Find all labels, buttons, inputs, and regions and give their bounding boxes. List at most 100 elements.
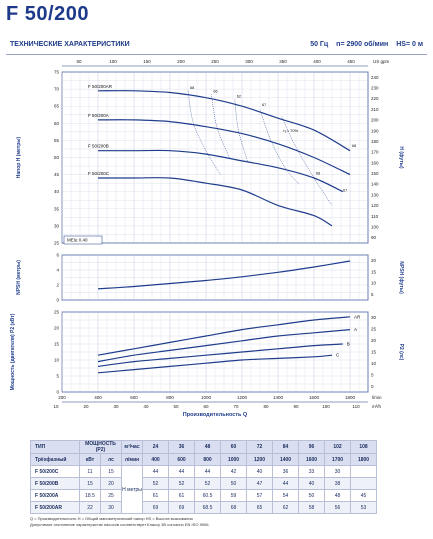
m3h-tick-label: 40 xyxy=(143,404,149,409)
table-header-row-2: Трёхфазный кВт лс л/мин 400 600 800 1000… xyxy=(30,453,377,466)
y2-tick-label: 0 xyxy=(371,384,374,389)
operating-conditions: 50 Гц n= 2900 об/мин HS= 0 м xyxy=(304,41,423,48)
hp-cell: 15 xyxy=(100,465,122,478)
col-power: МОЩНОСТЬ (P2) xyxy=(79,440,122,454)
y2-tick-label: 10 xyxy=(371,281,377,286)
h-cell: 40 xyxy=(246,465,273,478)
table-row-b: F 50/200B 15 20 52 52 52 50 47 44 40 38 xyxy=(30,477,377,490)
m3h-tick-label: 10 xyxy=(53,404,59,409)
q-lmin-cell: 1000 xyxy=(220,453,247,466)
y2-tick-label: 5 xyxy=(371,292,374,297)
series-label: F 50/200AR xyxy=(88,84,113,89)
y-tick-label: 25 xyxy=(54,310,60,315)
y-tick-label: 45 xyxy=(54,172,60,177)
x-axis-unit: l/min xyxy=(372,395,382,400)
y-tick-label: 0 xyxy=(56,298,59,303)
y2-tick-label: 10 xyxy=(371,361,377,366)
y-axis-title: NPSH (метры) xyxy=(16,260,22,295)
h-cell: 44 xyxy=(168,465,195,478)
h-cell: 59 xyxy=(220,489,247,502)
x-tick-label: 1200 xyxy=(237,395,248,400)
series-line xyxy=(97,316,351,356)
efficiency-value-label: 68 xyxy=(316,172,320,176)
y-tick-label: 65 xyxy=(54,104,60,109)
footnote-legend: Q = Производительность H = Общий маномет… xyxy=(30,516,193,521)
y2-tick-label: 190 xyxy=(371,128,379,133)
h-cell: 47 xyxy=(246,477,273,490)
series-line xyxy=(97,343,343,367)
y2-tick-label: 120 xyxy=(371,203,379,208)
series-line xyxy=(97,260,351,290)
q-lmin-cell: 600 xyxy=(168,453,195,466)
m3h-tick-label: 100 xyxy=(322,404,330,409)
efficiency-isoline xyxy=(281,116,333,206)
spec-headline: ТЕХНИЧЕСКИЕ ХАРАКТЕРИСТИКИ 50 Гц n= 2900… xyxy=(6,38,427,52)
performance-table: ТИП МОЩНОСТЬ (P2) м³/час 24 36 48 60 72 … xyxy=(30,440,377,514)
y2-tick-label: 90 xyxy=(371,235,377,240)
h-cell: 52 xyxy=(168,477,195,490)
kw-cell: 15 xyxy=(79,477,101,490)
model-cell: F 50/200B xyxy=(30,477,80,490)
hp-cell: 20 xyxy=(100,477,122,490)
model-cell: F 50/200AR xyxy=(30,501,80,514)
y-tick-label: 25 xyxy=(54,241,60,246)
y2-tick-label: 110 xyxy=(371,214,379,219)
y-tick-label: 10 xyxy=(54,358,60,363)
h-cell: 33 xyxy=(298,465,325,478)
h-cell: 60.5 xyxy=(194,489,221,502)
y2-tick-label: 30 xyxy=(371,315,377,320)
q-m3h-cell: 24 xyxy=(142,440,169,454)
model-cell: F 50/200C xyxy=(30,465,80,478)
y-tick-label: 20 xyxy=(54,326,60,331)
series-line xyxy=(97,90,351,152)
y-tick-label: 4 xyxy=(56,268,59,273)
y2-tick-label: 15 xyxy=(371,350,377,355)
h-cell: 68 xyxy=(220,501,247,514)
h-cell: 44 xyxy=(272,477,299,490)
kw-cell: 22 xyxy=(79,501,101,514)
h-cell: 36 xyxy=(272,465,299,478)
table-row-c: F 50/200C 11 15 H метры 44 44 44 42 40 3… xyxy=(30,465,377,514)
footnote-tolerance: Допустимое отклонение характеристик насо… xyxy=(30,522,210,527)
x-tick-label: 800 xyxy=(166,395,174,400)
x-tick-label: 600 xyxy=(130,395,138,400)
m3h-tick-label: 80 xyxy=(263,404,269,409)
col-threephase: Трёхфазный xyxy=(30,453,80,466)
top-axis-tick-label: 300 xyxy=(245,59,253,64)
series-line xyxy=(98,177,333,227)
q-lmin-cell: 1400 xyxy=(272,453,299,466)
y2-tick-label: 220 xyxy=(371,96,379,101)
mei-label: MEI≥ 0.40 xyxy=(67,238,88,243)
h-cell: 65 xyxy=(246,501,273,514)
h-cell: 52 xyxy=(194,477,221,490)
frequency-label: 50 Гц xyxy=(310,41,329,48)
top-axis-tick-label: 200 xyxy=(177,59,185,64)
h-cell: 50 xyxy=(220,477,247,490)
y2-axis-title: NPSH (футы) xyxy=(398,261,405,294)
y-tick-label: 55 xyxy=(54,138,60,143)
suction-height-label: HS= 0 м xyxy=(396,41,423,48)
y-tick-label: 2 xyxy=(56,283,59,288)
q-m3h-cell: 96 xyxy=(298,440,325,454)
y2-tick-label: 5 xyxy=(371,372,374,377)
col-kw: кВт xyxy=(79,453,101,466)
h-cell: 40 xyxy=(298,477,325,490)
efficiency-value-label: 68 xyxy=(352,144,356,148)
efficiency-value-label: 62 xyxy=(237,95,241,99)
speed-label: n= 2900 об/мин xyxy=(336,41,389,48)
hp-cell: 25 xyxy=(100,489,122,502)
y2-tick-label: 20 xyxy=(371,258,377,263)
top-axis-tick-label: 100 xyxy=(109,59,117,64)
y2-tick-label: 170 xyxy=(371,150,379,155)
y-tick-label: 30 xyxy=(54,223,60,228)
series-label: F 50/200C xyxy=(88,171,110,176)
y-axis-title: Мощность (двигателя) P2 (кВт) xyxy=(10,313,16,390)
q-lmin-cell: 1700 xyxy=(324,453,351,466)
y-tick-label: 6 xyxy=(56,253,59,258)
h-cell: 56 xyxy=(324,501,351,514)
x-tick-label: 1600 xyxy=(309,395,320,400)
y2-tick-label: 240 xyxy=(371,75,379,80)
top-axis-tick-label: 50 xyxy=(76,59,82,64)
x-tick-label: 200 xyxy=(58,395,66,400)
q-lmin-cell: 1800 xyxy=(350,453,377,466)
